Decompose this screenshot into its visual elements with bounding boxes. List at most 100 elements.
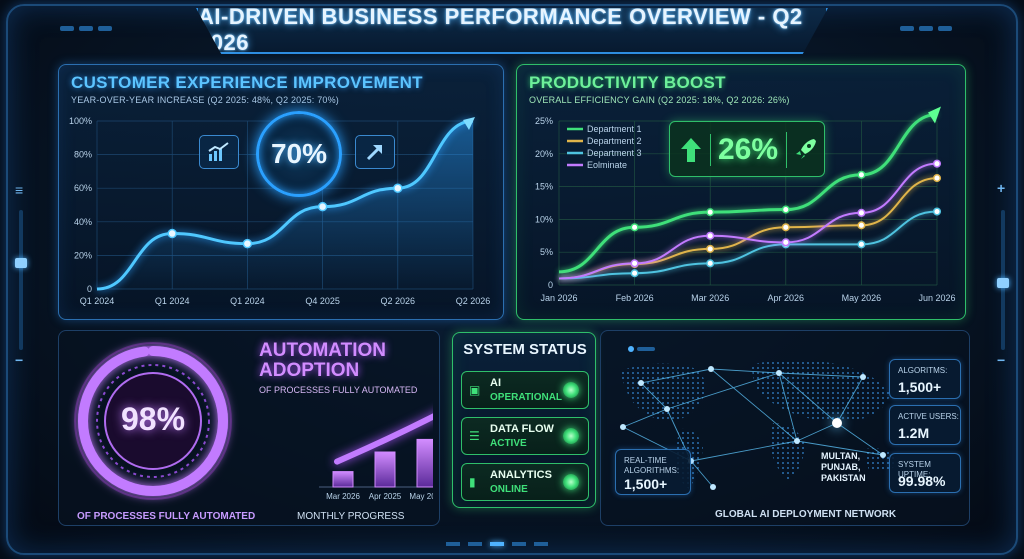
pager-dot[interactable] <box>534 542 548 546</box>
customer-experience-gauge: 70% <box>256 111 342 197</box>
right-slider-handle[interactable] <box>997 278 1009 288</box>
pager-dot-active[interactable] <box>490 542 504 546</box>
x-tick-label: Apr 2026 <box>768 293 805 303</box>
status-name: DATA FLOW <box>490 423 554 435</box>
y-tick-label: 0 <box>87 284 92 294</box>
legend-label: Department 1 <box>587 124 642 134</box>
active-users-value: 1.2M <box>898 425 930 441</box>
status-indicator-light <box>563 474 579 490</box>
data-point <box>781 205 790 214</box>
data-point <box>706 231 715 240</box>
data-point <box>242 238 253 249</box>
data-point <box>393 183 403 193</box>
x-tick-label: Q2 2026 <box>381 296 416 306</box>
series-line <box>96 119 474 291</box>
pager-dot[interactable] <box>512 542 526 546</box>
analytics-bars-icon: ▮ <box>469 475 476 489</box>
active-users-label: ACTIVE USERS: <box>898 412 959 421</box>
status-item-ai[interactable]: ▣ AI OPERATIONAL <box>461 371 589 409</box>
status-item-analytics[interactable]: ▮ ANALYTICS ONLINE <box>461 463 589 501</box>
minus-icon[interactable]: − <box>15 352 24 368</box>
y-tick-label: 80% <box>74 150 92 160</box>
productivity-panel: PRODUCTIVITY BOOST OVERALL EFFICIENCY GA… <box>516 64 966 320</box>
left-slider-track[interactable] <box>19 210 23 350</box>
map-toggle-icon[interactable] <box>627 341 657 352</box>
page-title: AI-DRIVEN BUSINESS PERFORMANCE OVERVIEW … <box>198 4 803 55</box>
plus-icon[interactable]: + <box>997 180 1006 196</box>
active-users-box: ACTIVE USERS: 1.2M <box>889 405 961 445</box>
y-tick-label: 20% <box>535 149 553 159</box>
pager-dots <box>446 542 548 546</box>
y-tick-label: 0 <box>548 280 553 290</box>
status-indicator-light <box>563 382 579 398</box>
location-city: MULTAN, <box>821 451 861 461</box>
system-uptime-label: SYSTEM UPTIME: <box>898 460 931 479</box>
x-tick-label: Q1 2024 <box>230 296 265 306</box>
header-title-bar: AI-DRIVEN BUSINESS PERFORMANCE OVERVIEW … <box>196 8 828 54</box>
monthly-progress-caption: MONTHLY PROGRESS <box>297 511 405 522</box>
legend-label: Eolminate <box>587 160 627 170</box>
y-tick-label: 10% <box>535 214 553 224</box>
realtime-label: REAL-TIME ALGORITHMS: <box>624 456 679 476</box>
status-item-data-flow[interactable]: ☰ DATA FLOW ACTIVE <box>461 417 589 455</box>
left-slider-handle[interactable] <box>15 258 27 268</box>
series-line <box>558 210 938 280</box>
y-tick-label: 25% <box>535 116 553 126</box>
badge-divider <box>710 134 711 166</box>
automation-value: 98% <box>120 401 186 437</box>
trend-arrow <box>334 413 433 465</box>
data-point <box>857 221 866 230</box>
data-point <box>781 238 790 247</box>
data-point <box>630 223 639 232</box>
automation-panel: 98% OF PROCESSES FULLY AUTOMATED AUTOMAT… <box>58 330 440 526</box>
productivity-chart: 0 5% 10% 15% 20% 25% Jan 2026 Feb 2026 Mar 2026 A… <box>535 106 956 303</box>
data-point <box>630 259 639 268</box>
decor-dots-right <box>900 26 952 34</box>
status-state: ONLINE <box>490 484 528 495</box>
location-country: PAKISTAN <box>821 473 866 483</box>
x-tick-label: May 2026 <box>842 293 882 303</box>
system-status-panel: SYSTEM STATUS ▣ AI OPERATIONAL ☰ DATA FL… <box>452 332 596 508</box>
data-point <box>932 159 942 168</box>
network-panel: MULTAN, PUNJAB, PAKISTAN REAL-TIME ALGORI… <box>600 330 970 526</box>
x-tick-label: Apr 2025 <box>369 492 402 501</box>
bar-chart-growth-icon <box>199 135 239 169</box>
algorithms-value: 1,500+ <box>898 379 942 395</box>
area-fill <box>97 121 473 289</box>
pager-dot[interactable] <box>468 542 482 546</box>
x-tick-label: Q1 2024 <box>155 296 190 306</box>
realtime-label-line1: REAL-TIME <box>624 456 667 465</box>
data-point <box>857 240 866 249</box>
badge-divider <box>786 132 787 168</box>
trend-arrow-head <box>463 117 475 130</box>
automation-title-line1: AUTOMATION <box>259 340 387 361</box>
bar <box>374 451 396 488</box>
minus-icon[interactable]: − <box>997 352 1006 368</box>
x-tick-label: May 2026 <box>409 492 433 501</box>
customer-experience-value: 70% <box>270 138 328 169</box>
automation-title-line2: ADOPTION <box>259 360 360 381</box>
x-tick-label: Q2 2026 <box>456 296 491 306</box>
customer-experience-title: CUSTOMER EXPERIENCE IMPROVEMENT <box>71 73 423 92</box>
x-tick-label: Mar 2026 <box>691 293 729 303</box>
y-tick-label: 60% <box>74 183 92 193</box>
bar <box>416 438 433 488</box>
y-tick-label: 40% <box>74 217 92 227</box>
arrow-up-icon <box>680 137 702 168</box>
data-point <box>706 208 715 217</box>
location-region: PUNJAB, <box>821 462 861 472</box>
bar <box>332 471 354 488</box>
customer-experience-subtitle: YEAR-OVER-YEAR INCREASE (Q2 2025: 48%, Q… <box>71 95 340 105</box>
trend-arrow-head <box>928 106 941 124</box>
pager-dot[interactable] <box>446 542 460 546</box>
filter-icon[interactable]: ≡ <box>15 182 24 198</box>
data-point <box>706 244 715 253</box>
data-point <box>167 228 177 239</box>
data-point <box>932 207 942 216</box>
automation-title: AUTOMATION ADOPTION <box>259 341 386 381</box>
network-caption: GLOBAL AI DEPLOYMENT NETWORK <box>715 509 897 520</box>
series-line <box>558 177 938 280</box>
realtime-label-line2: ALGORITHMS: <box>624 466 680 475</box>
location-label: MULTAN, PUNJAB, PAKISTAN <box>821 451 866 484</box>
data-point <box>781 223 790 232</box>
